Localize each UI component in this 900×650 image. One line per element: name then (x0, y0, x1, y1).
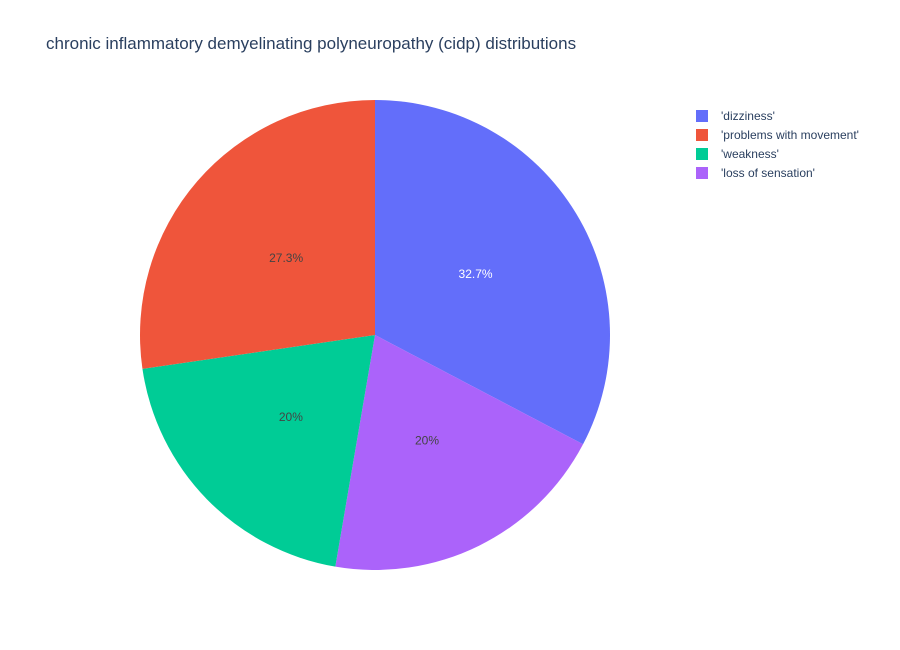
slice-percent-label: 32.7% (459, 267, 493, 281)
legend-item[interactable]: 'loss of sensation' (696, 163, 859, 182)
pie-slice[interactable] (335, 335, 584, 570)
legend-swatch (696, 147, 708, 160)
legend: 'dizziness' 'problems with movement' 'weak… (696, 106, 859, 182)
legend-item[interactable]: 'weakness' (696, 144, 859, 163)
chart-title: chronic inflammatory demyelinating polyn… (46, 34, 577, 53)
legend-swatch (696, 128, 708, 141)
legend-label: 'dizziness' (721, 108, 775, 123)
legend-label: 'loss of sensation' (721, 165, 815, 180)
pie-slice[interactable] (142, 335, 375, 567)
legend-swatch (696, 166, 708, 179)
slice-percent-label: 20% (415, 433, 439, 447)
pie-slice[interactable] (375, 100, 610, 445)
legend-item[interactable]: 'problems with movement' (696, 125, 859, 144)
legend-label: 'problems with movement' (721, 127, 859, 142)
legend-swatch (696, 109, 708, 122)
legend-label: 'weakness' (721, 146, 779, 161)
legend-item[interactable]: 'dizziness' (696, 106, 859, 125)
slice-percent-label: 20% (279, 410, 303, 424)
slice-percent-label: 27.3% (269, 251, 303, 265)
pie-slice[interactable] (140, 100, 375, 369)
